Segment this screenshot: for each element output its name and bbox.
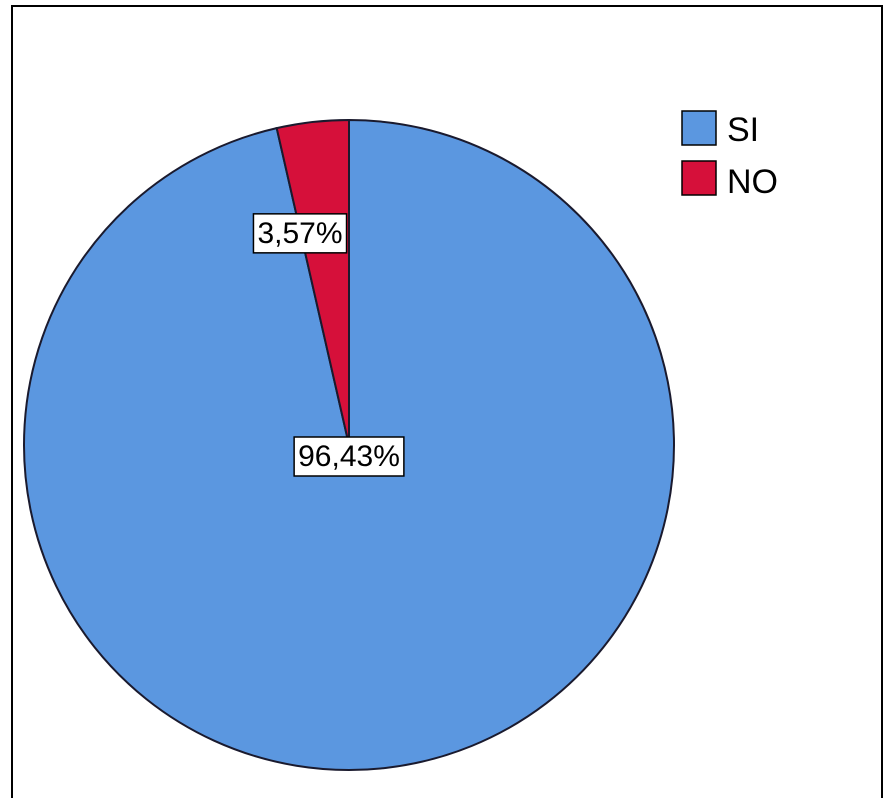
- legend-label-si: SI: [727, 111, 759, 149]
- legend: SI NO: [681, 110, 778, 201]
- value-label-text-no: 3,57%: [257, 217, 342, 250]
- pie-slice-no: [275, 118, 350, 446]
- value-label-box-no: [252, 213, 348, 254]
- legend-swatch-si: [681, 110, 717, 146]
- legend-swatch-no: [681, 160, 717, 196]
- pie-value-labels: 96,43% 3,57%: [252, 213, 405, 477]
- value-label-box-si: [293, 436, 405, 477]
- value-label-no: 3,57%: [252, 213, 348, 254]
- value-label-si: 96,43%: [293, 436, 405, 477]
- value-label-text-si: 96,43%: [298, 440, 400, 473]
- legend-label-no: NO: [727, 163, 778, 201]
